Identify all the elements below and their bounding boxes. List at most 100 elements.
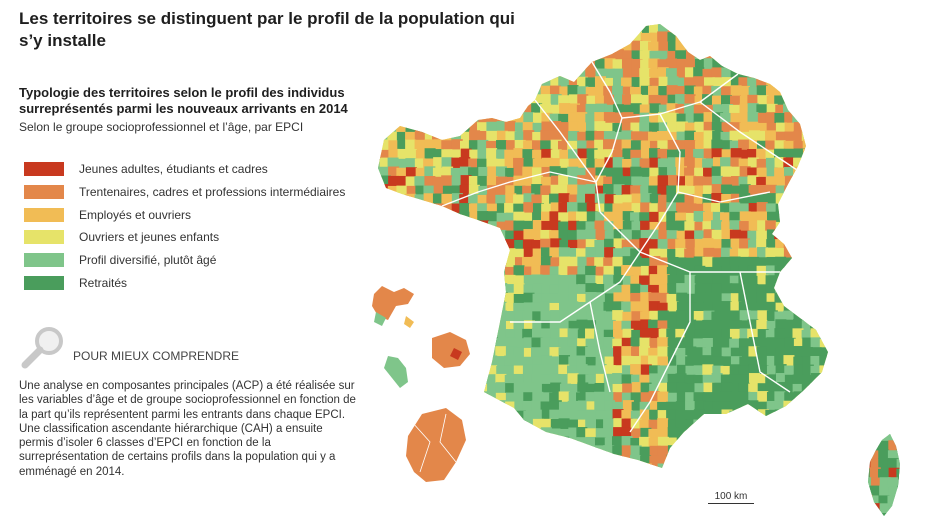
epci-cell (685, 238, 697, 250)
epci-cell (513, 157, 525, 169)
epci-cell (766, 193, 778, 205)
epci-cell (541, 58, 553, 70)
epci-cell (666, 58, 678, 70)
epci-cell (810, 77, 822, 89)
epci-cell (747, 167, 759, 179)
epci-cell (810, 347, 822, 359)
epci-cell (540, 185, 552, 197)
epci-cell (648, 391, 660, 403)
epci-cell (649, 148, 661, 160)
epci-cell (648, 113, 660, 125)
epci-cell (694, 347, 706, 359)
epci-cell (630, 212, 642, 224)
epci-cell (460, 454, 472, 466)
epci-cell (810, 203, 822, 215)
epci-cell (766, 310, 778, 322)
epci-cell (405, 211, 417, 223)
epci-cell (819, 176, 828, 188)
epci-cell (711, 346, 723, 358)
epci-cell (811, 446, 823, 458)
epci-cell (477, 40, 489, 52)
epci-cell (658, 211, 670, 223)
epci-cell (441, 212, 453, 224)
epci-cell (802, 265, 814, 277)
epci-cell (630, 410, 642, 422)
epci-cell (828, 356, 839, 367)
epci-cell (667, 238, 679, 250)
epci-cell (603, 265, 615, 277)
epci-cell (378, 239, 390, 251)
epci-cell (685, 356, 697, 368)
epci-cell (397, 275, 409, 287)
epci-cell (568, 158, 580, 170)
epci-cell (459, 203, 471, 215)
epci-cell (783, 446, 795, 458)
epci-cell (684, 85, 696, 97)
epci-cell (603, 257, 615, 269)
epci-cell (649, 328, 661, 340)
epci-cell (486, 365, 498, 377)
epci-cell (460, 464, 472, 468)
epci-cell (586, 148, 598, 160)
epci-cell (388, 221, 400, 233)
epci-cell (522, 328, 534, 340)
epci-cell (361, 365, 372, 376)
epci-cell (559, 239, 571, 251)
epci-cell (802, 419, 814, 431)
epci-cell (468, 67, 480, 79)
epci-cell (649, 122, 661, 134)
epci-cell (495, 256, 507, 268)
epci-cell (675, 194, 687, 206)
epci-cell (828, 76, 839, 87)
epci-cell (549, 284, 561, 296)
epci-cell (810, 212, 822, 224)
epci-cell (558, 40, 570, 52)
epci-cell (577, 148, 589, 160)
epci-cell (729, 374, 741, 386)
epci-cell (748, 194, 760, 206)
epci-cell (630, 464, 642, 468)
epci-cell (685, 113, 697, 125)
epci-cell (694, 140, 706, 152)
epci-cell (442, 238, 454, 250)
epci-cell (567, 50, 579, 62)
epci-cell (729, 24, 741, 34)
epci-cell (361, 320, 372, 331)
epci-cell (810, 148, 822, 160)
epci-cell (784, 175, 796, 187)
epci-cell (523, 274, 535, 286)
epci-cell (577, 266, 589, 278)
epci-cell (792, 410, 804, 422)
epci-cell (424, 400, 436, 412)
epci-cell (577, 382, 589, 394)
epci-cell (621, 355, 633, 367)
epci-cell (549, 392, 561, 404)
epci-cell (694, 329, 706, 341)
epci-cell (711, 121, 723, 133)
epci-cell (730, 347, 742, 359)
epci-cell (522, 464, 534, 468)
epci-cell (739, 211, 751, 223)
epci-cell (576, 221, 588, 233)
epci-cell (702, 256, 714, 268)
epci-cell (675, 337, 687, 349)
epci-cell (801, 176, 813, 188)
epci-cell (721, 329, 733, 341)
epci-cell (639, 337, 651, 349)
epci-cell (558, 247, 570, 259)
epci-cell (513, 338, 525, 350)
epci-cell (828, 194, 839, 205)
epci-cell (433, 274, 445, 286)
epci-cell (676, 265, 688, 277)
epci-cell (868, 486, 872, 498)
epci-cell (612, 24, 624, 34)
epci-cell (595, 428, 607, 440)
epci-cell (828, 248, 839, 259)
epci-cell (819, 383, 828, 395)
epci-cell (387, 157, 399, 169)
epci-cell (513, 49, 525, 61)
epci-cell (486, 40, 498, 52)
epci-cell (362, 276, 373, 287)
legend-item: Trentenaires, cadres et professions inte… (24, 181, 345, 204)
epci-cell (460, 284, 472, 296)
